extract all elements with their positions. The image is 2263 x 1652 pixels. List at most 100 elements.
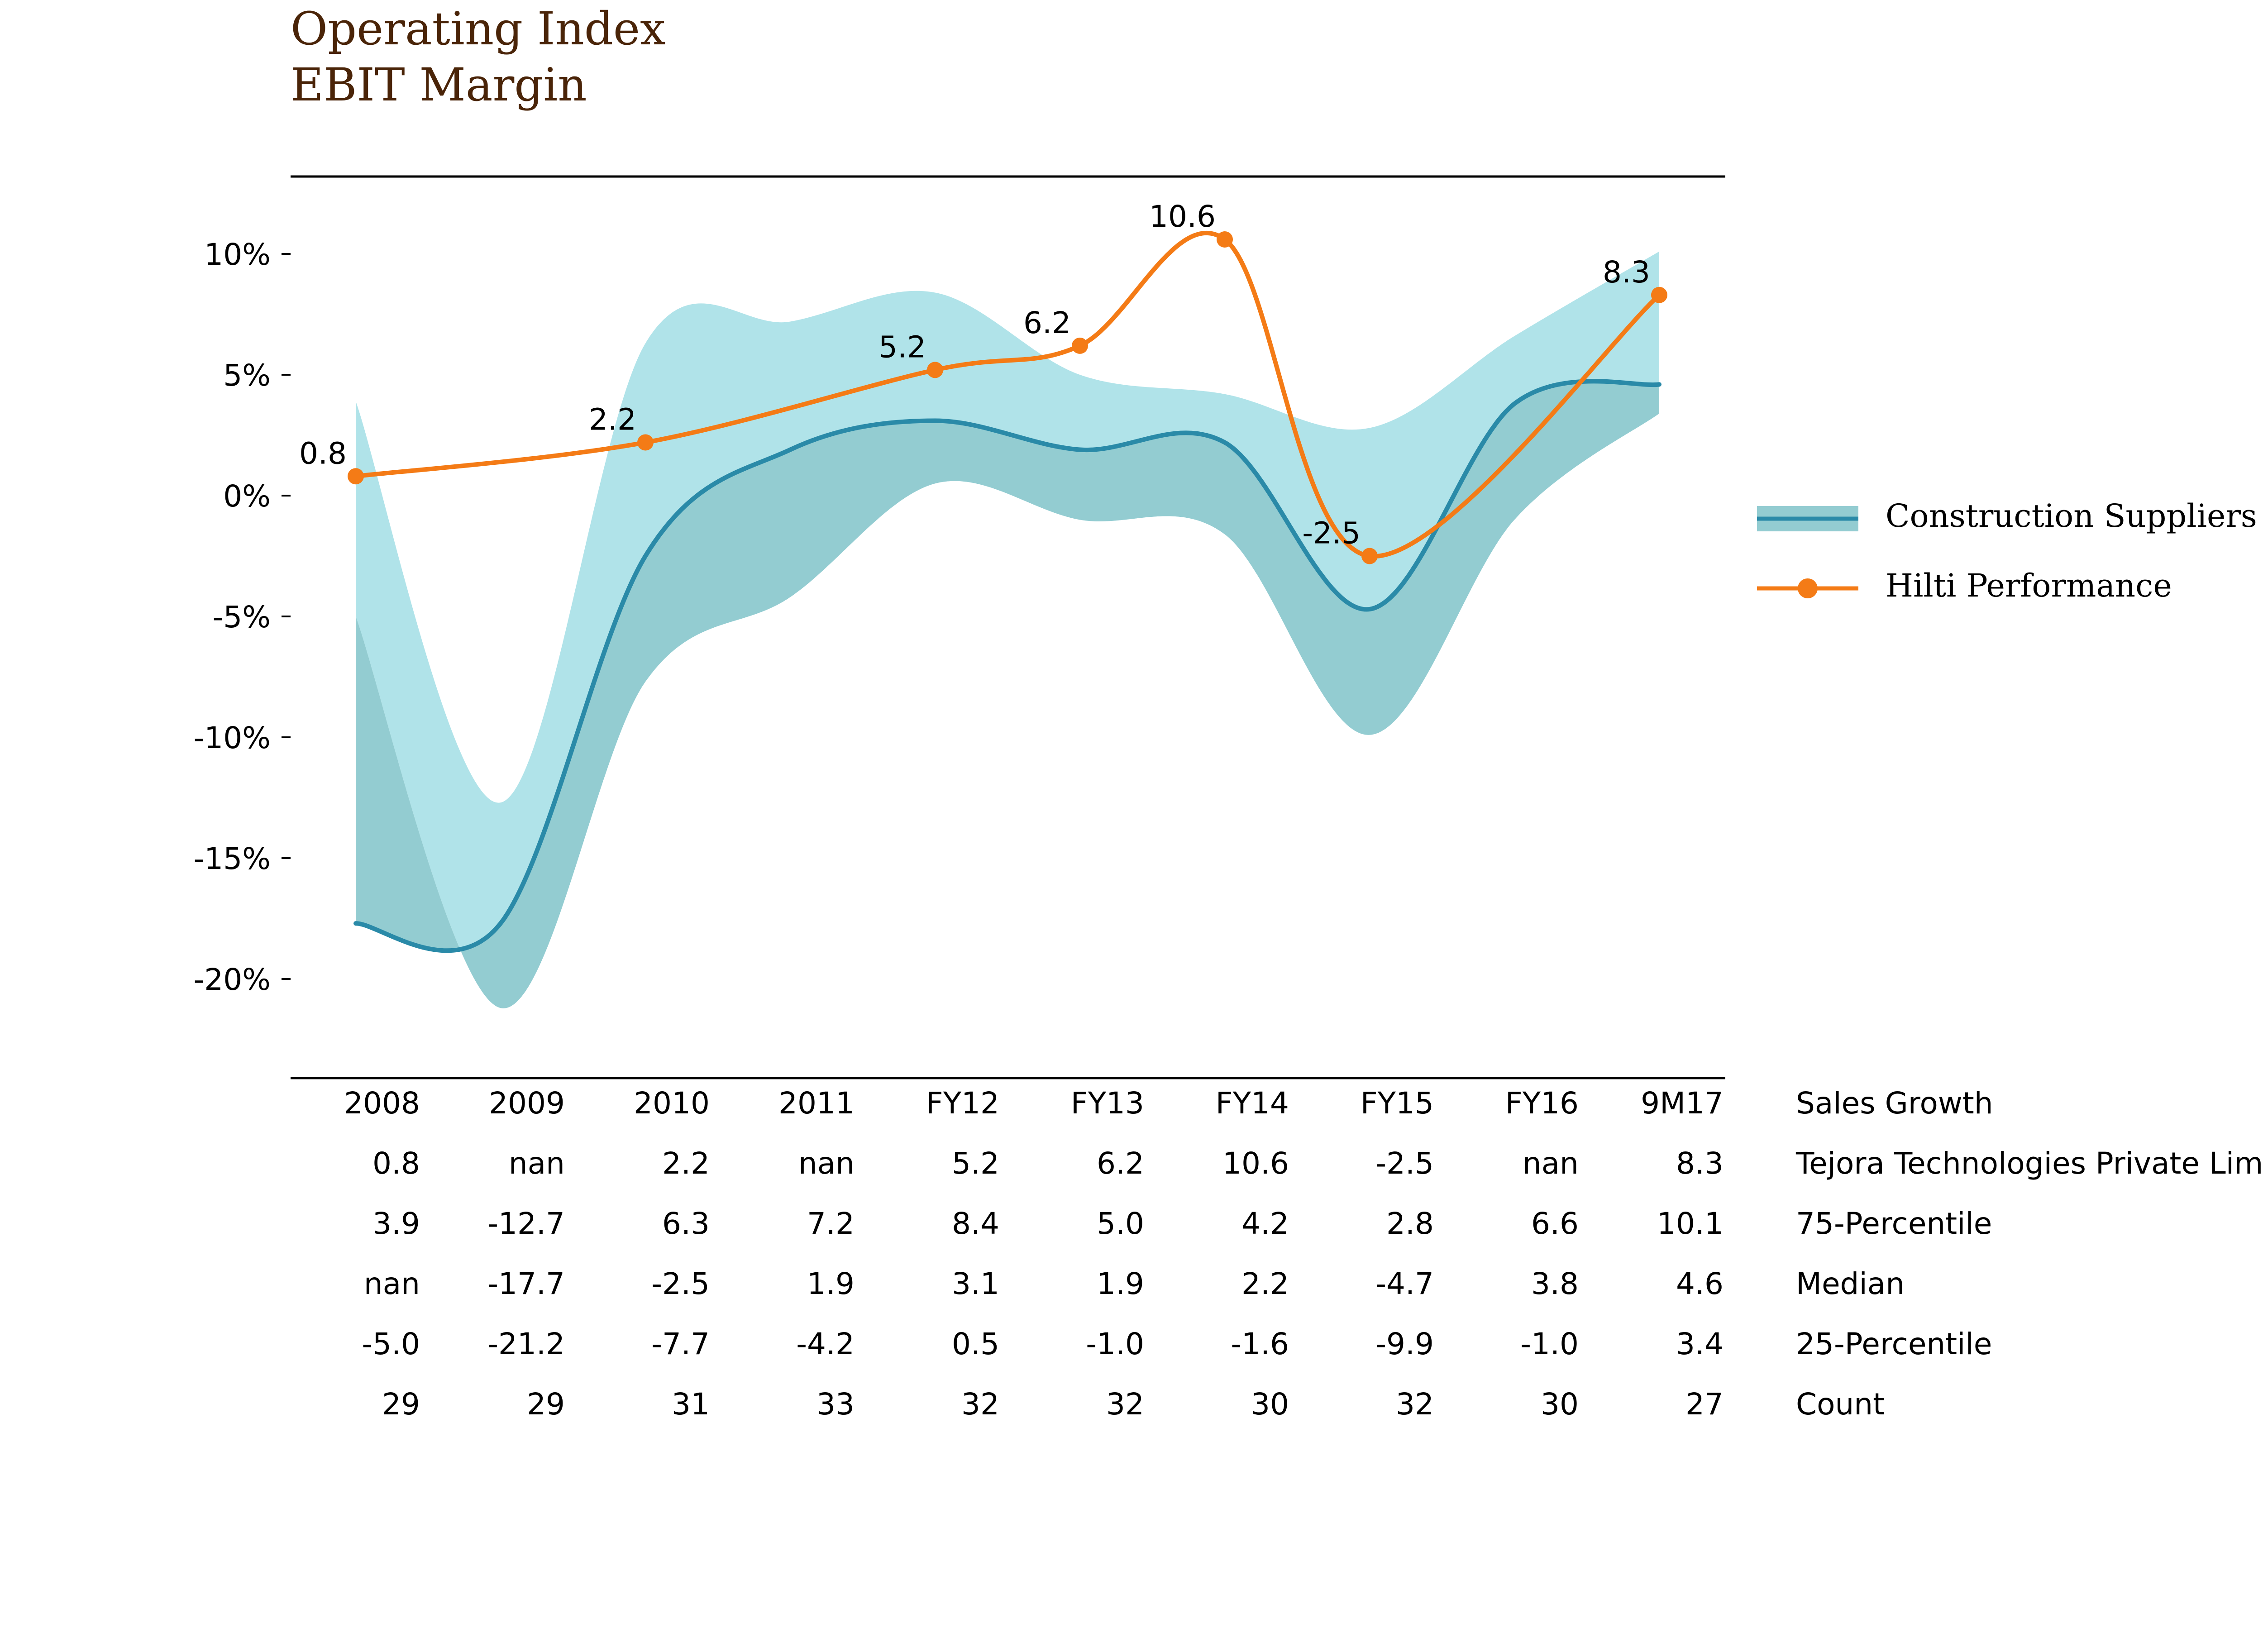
x-tick-label-FY14: FY14	[1216, 1086, 1289, 1121]
y-tick-label: -15%	[193, 841, 271, 876]
table-cell: -2.5	[651, 1266, 710, 1301]
table-cell: -5.0	[362, 1327, 420, 1361]
company-point-FY14	[1217, 231, 1233, 248]
table-cell: -4.2	[796, 1327, 855, 1361]
median-line	[353, 379, 1661, 953]
table-cell: 32	[1106, 1387, 1144, 1422]
y-tick-label: -10%	[193, 721, 271, 755]
table-cell: 10.1	[1657, 1206, 1724, 1241]
table-cell: -12.7	[487, 1206, 565, 1241]
x-tick-label-2008: 2008	[344, 1086, 420, 1121]
table-cell: 3.4	[1676, 1327, 1724, 1361]
table-cell: 29	[382, 1387, 420, 1422]
table-cell: 8.4	[952, 1206, 999, 1241]
table-cell: -1.6	[1231, 1327, 1289, 1361]
data-label-9M17: 8.3	[1603, 255, 1650, 290]
table-cell: -17.7	[487, 1266, 565, 1301]
legend-label-hilti-performance: Hilti Performance	[1886, 567, 2172, 604]
company-point-FY13	[1072, 337, 1088, 354]
y-tick-label: 0%	[223, 479, 271, 514]
y-tick-label: -20%	[193, 962, 271, 997]
data-table: 2008 2009 2010 2011 FY12 FY13 FY14 FY15 FY16 9M17…	[344, 1086, 2263, 1422]
y-tick-label: -5%	[212, 600, 271, 635]
table-cell: 33	[816, 1387, 855, 1422]
x-tick-label-2010: 2010	[634, 1086, 710, 1121]
table-cell: 4.6	[1676, 1266, 1724, 1301]
table-row-label: Tejora Technologies Private Limi	[1795, 1146, 2263, 1181]
table-cell: 32	[961, 1387, 999, 1422]
chart-title-line1: Operating Index	[291, 2, 665, 55]
table-cell: 7.2	[807, 1206, 855, 1241]
legend-swatch-company-marker	[1798, 578, 1818, 598]
chart-title-line2: EBIT Margin	[291, 58, 587, 111]
table-cell: -21.2	[487, 1327, 565, 1361]
y-tick-label: 5%	[223, 358, 271, 393]
x-tick-label-2009: 2009	[489, 1086, 565, 1121]
data-label-FY15: -2.5	[1302, 516, 1361, 551]
company-point-2008	[348, 468, 364, 485]
x-tick-label-FY13: FY13	[1071, 1086, 1144, 1121]
table-cell: -7.7	[651, 1327, 710, 1361]
band-25-75-percentile	[356, 251, 1659, 1008]
company-point-FY15	[1361, 548, 1378, 564]
table-cell: 1.9	[807, 1266, 855, 1301]
x-tick-label-FY15: FY15	[1361, 1086, 1434, 1121]
percentile-band-inner	[356, 381, 1659, 1008]
table-cell: nan	[509, 1146, 565, 1181]
data-labels-layer: 0.8 2.2 5.2 6.2 10.6 -2.5 8.3	[299, 199, 1650, 551]
table-cell: 27	[1685, 1387, 1724, 1422]
table-cell: 3.1	[952, 1266, 999, 1301]
data-label-2010: 2.2	[589, 402, 636, 437]
table-row-label: Median	[1796, 1266, 1905, 1301]
table-header-label: Sales Growth	[1796, 1086, 1993, 1121]
data-label-FY12: 5.2	[878, 329, 926, 364]
table-cell: nan	[1523, 1146, 1579, 1181]
table-cell: 0.8	[372, 1146, 420, 1181]
table-cell: 6.3	[662, 1206, 710, 1241]
table-cell: -1.0	[1520, 1327, 1579, 1361]
table-cell: 10.6	[1222, 1146, 1289, 1181]
table-cell: 5.0	[1097, 1206, 1144, 1241]
company-point-9M17	[1651, 286, 1667, 303]
table-cell: 30	[1541, 1387, 1579, 1422]
table-cell: -1.0	[1086, 1327, 1144, 1361]
table-cell: nan	[798, 1146, 855, 1181]
table-cell: -2.5	[1375, 1146, 1434, 1181]
y-tick-label: 10%	[204, 237, 271, 272]
table-cell: 6.2	[1097, 1146, 1144, 1181]
table-row-label: 75-Percentile	[1796, 1206, 1992, 1241]
x-tick-label-9M17: 9M17	[1641, 1086, 1724, 1121]
y-axis: 10% 5% 0% -5% -10% -15% -20%	[193, 237, 291, 997]
table-cell: 2.2	[1241, 1266, 1289, 1301]
table-cell: 2.2	[662, 1146, 710, 1181]
table-cell: 0.5	[952, 1327, 999, 1361]
table-cell: 1.9	[1097, 1266, 1144, 1301]
table-row-label: 25-Percentile	[1796, 1327, 1992, 1361]
percentile-band-outer	[356, 251, 1659, 1008]
table-cell: 2.8	[1386, 1206, 1434, 1241]
median-line-layer	[353, 379, 1661, 953]
company-point-2010	[637, 434, 654, 451]
company-points-layer	[348, 231, 1667, 564]
data-label-FY14: 10.6	[1149, 199, 1216, 234]
x-tick-label-2011: 2011	[778, 1086, 855, 1121]
table-cell: 32	[1396, 1387, 1434, 1422]
table-cell: 29	[527, 1387, 565, 1422]
table-cell: 4.2	[1241, 1206, 1289, 1241]
table-cell: 31	[672, 1387, 710, 1422]
table-cell: -4.7	[1375, 1266, 1434, 1301]
table-cell: 3.9	[372, 1206, 420, 1241]
data-label-FY13: 6.2	[1023, 306, 1071, 340]
band-25-median	[356, 381, 1659, 1008]
table-cell: -9.9	[1375, 1327, 1434, 1361]
table-cell: 30	[1251, 1387, 1289, 1422]
company-point-FY12	[927, 362, 943, 378]
table-cell: 8.3	[1676, 1146, 1724, 1181]
table-cell: 3.8	[1531, 1266, 1579, 1301]
legend-label-construction-suppliers: Construction Suppliers	[1886, 497, 2257, 535]
x-tick-label-FY12: FY12	[926, 1086, 999, 1121]
table-cell: 5.2	[952, 1146, 999, 1181]
table-row-label: Count	[1796, 1387, 1885, 1422]
x-tick-label-FY16: FY16	[1505, 1086, 1579, 1121]
